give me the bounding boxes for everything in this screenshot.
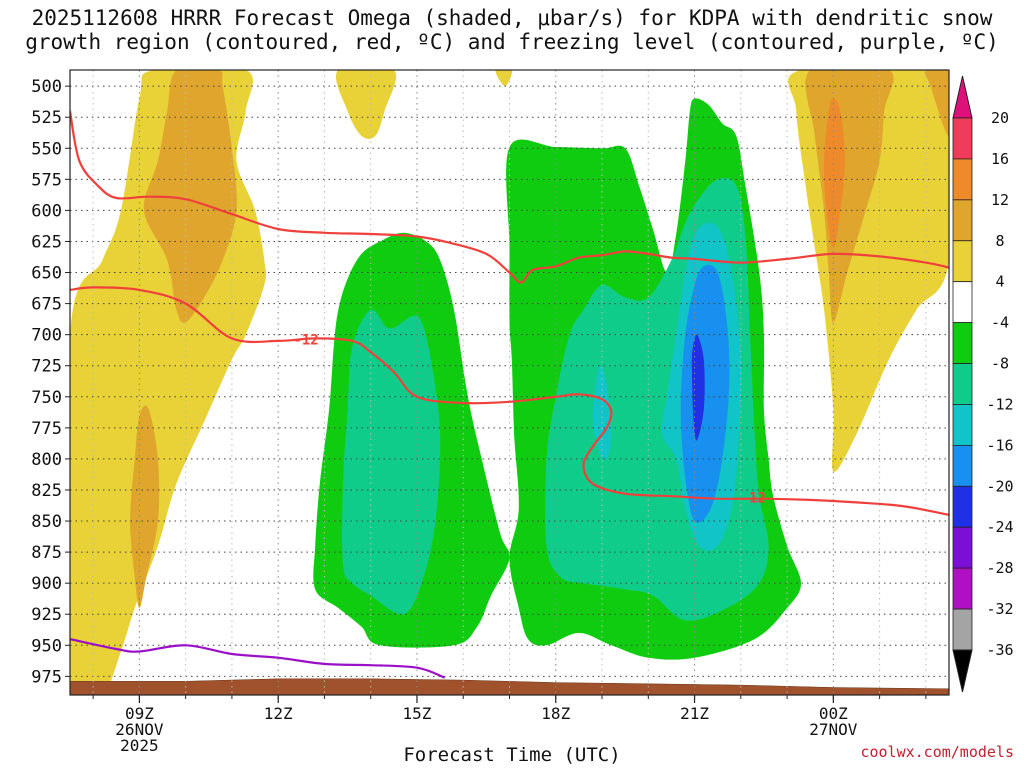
y-tick-label-525: 525 <box>31 108 62 128</box>
colorbar-label-6: -8 <box>991 355 1009 373</box>
colorbar-swatch-12 <box>952 608 973 651</box>
y-tick-label-625: 625 <box>31 232 62 252</box>
x-tick-label-21-0: 21Z <box>680 704 709 723</box>
y-tick-label-600: 600 <box>31 201 62 221</box>
dgz-lower-red <box>70 286 949 516</box>
x-axis-label: Forecast Time (UTC) <box>403 744 621 766</box>
y-tick-label-575: 575 <box>31 170 62 190</box>
omega-region-teal-left <box>342 309 441 615</box>
x-tick-label-9-0: 09Z <box>125 704 154 723</box>
dgz-lower-red-label-2: 12 <box>749 490 766 506</box>
y-tick-label-500: 500 <box>31 77 62 97</box>
x-tick-label-9-2: 2025 <box>120 736 159 755</box>
colorbar-swatch-1 <box>952 158 973 201</box>
colorbar: 20 16 12 8 4 -4 -8 -12 -16 -20 -24 -28 -32 -36 <box>952 75 1014 693</box>
colorbar-label-7: -12 <box>986 395 1013 413</box>
y-tick-label-925: 925 <box>31 605 62 625</box>
colorbar-bottom-arrow <box>952 649 973 693</box>
gridlines <box>70 70 949 695</box>
y-tick-label-975: 975 <box>31 667 62 687</box>
colorbar-swatch-7 <box>952 404 973 446</box>
colorbar-swatch-3 <box>952 240 973 283</box>
omega-region-orange-right-edge <box>924 70 949 136</box>
x-tick-label-18-0: 18Z <box>541 704 570 723</box>
title-line-2: growth region (contoured, red, ºC) and f… <box>25 30 999 54</box>
y-tick-label-850: 850 <box>31 512 62 532</box>
omega-region-yellow-top-center <box>335 70 397 139</box>
colorbar-swatch-5 <box>952 322 973 364</box>
dgz-lower-red-label: -12 <box>293 333 318 349</box>
colorbar-label-9: -20 <box>986 477 1013 495</box>
omega-region-cyan-small <box>592 365 612 461</box>
title-line-1: 2025112608 HRRR Forecast Omega (shaded, … <box>31 6 993 30</box>
colorbar-swatch-10 <box>952 526 973 569</box>
y-tick-label-675: 675 <box>31 295 62 315</box>
colorbar-label-2: 12 <box>991 191 1009 209</box>
colorbar-swatch-8 <box>952 444 973 487</box>
credit-link[interactable]: coolwx.com/models <box>860 743 1014 761</box>
y-tick-label-900: 900 <box>31 574 62 594</box>
colorbar-label-4: 4 <box>995 273 1004 291</box>
omega-region-yellow-top-small <box>495 70 513 87</box>
colorbar-label-3: 8 <box>995 232 1004 250</box>
colorbar-label-8: -16 <box>986 436 1013 454</box>
y-tick-label-775: 775 <box>31 419 62 439</box>
y-tick-label-800: 800 <box>31 450 62 470</box>
x-tick-label-12-0: 12Z <box>264 704 293 723</box>
x-tick-label-24-0: 00Z <box>819 704 848 723</box>
omega-shading <box>70 70 949 695</box>
chart-title: 2025112608 HRRR Forecast Omega (shaded, … <box>0 6 1024 54</box>
y-tick-label-825: 825 <box>31 481 62 501</box>
omega-region-orange-left <box>143 70 237 323</box>
colorbar-swatch-4 <box>952 281 973 324</box>
colorbar-label-13: -36 <box>986 641 1013 659</box>
colorbar-label-5: -4 <box>991 314 1009 332</box>
x-tick-label-15-0: 15Z <box>403 704 432 723</box>
y-tick-label-725: 725 <box>31 357 62 377</box>
colorbar-label-0: 20 <box>991 109 1009 127</box>
y-axis: 500 525 550 575 600 625 650 675 700 725 750 775 800 8… <box>31 77 70 687</box>
omega-region-orange-lower-left <box>130 405 160 608</box>
contour-lines: -12 12 <box>70 110 949 679</box>
y-tick-label-550: 550 <box>31 139 62 159</box>
colorbar-swatch-2 <box>952 199 973 242</box>
colorbar-top-arrow <box>952 75 973 119</box>
colorbar-swatch-0 <box>952 117 973 160</box>
colorbar-swatch-9 <box>952 485 973 528</box>
colorbar-label-10: -24 <box>986 518 1013 536</box>
colorbar-swatch-6 <box>952 363 973 405</box>
y-tick-label-750: 750 <box>31 388 62 408</box>
y-tick-label-950: 950 <box>31 636 62 656</box>
colorbar-label-12: -32 <box>986 600 1013 618</box>
colorbar-label-11: -28 <box>986 559 1013 577</box>
y-tick-label-875: 875 <box>31 543 62 563</box>
colorbar-label-1: 16 <box>991 150 1009 168</box>
x-tick-label-24-1: 27NOV <box>809 720 858 739</box>
dgz-upper-red <box>70 110 949 284</box>
x-tick-label-9-1: 26NOV <box>115 720 164 739</box>
omega-region-dark-blue-right <box>691 334 705 441</box>
freezing-level-purple <box>70 638 446 679</box>
y-tick-label-700: 700 <box>31 326 62 346</box>
omega-region-blue-right <box>680 264 730 523</box>
y-tick-label-650: 650 <box>31 264 62 284</box>
colorbar-swatch-11 <box>952 567 973 610</box>
